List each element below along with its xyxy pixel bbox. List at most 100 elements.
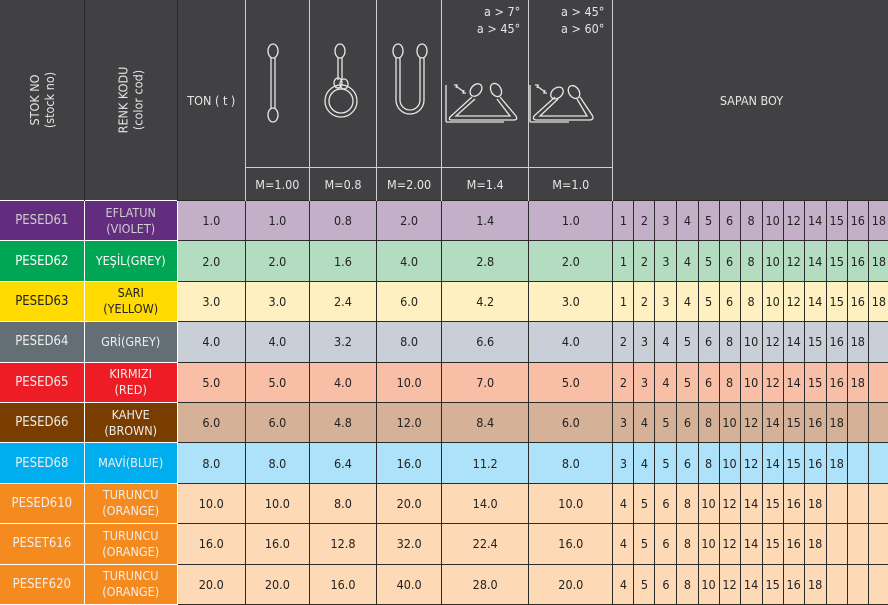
length-value [867,482,888,525]
length-value: 4 [612,523,635,565]
length-value: 15 [761,563,784,605]
color-name-en: (ORANGE) [102,503,160,519]
header-icon-cell [376,0,443,168]
length-value: 12 [718,563,741,605]
length-value: 12 [739,442,763,484]
length-value: 4 [654,361,678,403]
color-name: SARI (YELLOW) [83,280,178,323]
length-value: 18 [867,280,888,323]
length-value: 16 [846,280,869,323]
load-value: 4.0 [376,240,443,282]
length-value: 3 [612,401,635,444]
table-row: PESED65 KIRMIZI (RED) 5.0 5.0 4.0 10.0 7.0 5.0 2 3… [0,361,888,403]
header-icon-cell: a > 7° a > 45° [441,0,530,168]
stock-no-en-label: (stock no) [41,71,57,129]
length-value [846,523,869,565]
load-value: 20.0 [244,563,310,605]
length-value [825,482,848,525]
load-value: 16.0 [308,563,378,605]
length-value: 6 [654,523,678,565]
length-value: 15 [761,482,784,525]
load-value: 8.0 [376,321,443,363]
table-row: PESED64 GRİ(GREY) 4.0 4.0 3.2 8.0 6.6 4.0 2 3 4 5 6 8… [0,321,888,363]
length-value: 4 [676,199,699,242]
stock-code: PESED61 [0,199,85,242]
length-value: 5 [633,482,656,525]
length-value [867,563,888,605]
load-value: 8.0 [308,482,378,525]
length-value: 5 [697,280,720,323]
length-value [846,563,869,605]
length-value: 6 [718,280,741,323]
length-value: 15 [825,199,848,242]
ton-value: 4.0 [176,321,246,363]
ton-value: 6.0 [176,401,246,444]
ton-value: 5.0 [176,361,246,403]
load-value: 2.0 [528,240,614,282]
length-value: 8 [676,523,699,565]
length-value: 8 [718,361,741,403]
load-value: 32.0 [376,523,443,565]
length-value: 16 [782,523,805,565]
length-value: 14 [803,199,827,242]
length-value: 8 [739,240,763,282]
color-name-en: (BROWN) [104,422,158,438]
length-value: 6 [654,482,678,525]
mode-factor: M=1.4 [441,167,530,201]
load-value: 2.0 [244,240,310,282]
u-basket-sling-icon [392,43,428,115]
length-value: 5 [654,442,678,484]
color-name-tr: SARI [117,285,144,301]
length-value: 14 [739,482,763,525]
color-name-tr: TURUNCU [102,568,159,584]
length-value: 12 [761,361,784,403]
length-value: 16 [825,361,848,403]
header-icon-cell [244,0,310,168]
length-value: 8 [739,280,763,323]
length-value: 10 [739,321,763,363]
table-row: PESED68 MAVİ(BLUE) 8.0 8.0 6.4 16.0 11.2 8.0 3 4 5… [0,442,888,484]
ton-value: 3.0 [176,280,246,323]
straight-sling-icon [267,43,279,123]
color-name-tr: EFLATUN [105,204,156,220]
load-value: 16.0 [244,523,310,565]
load-value: 40.0 [376,563,443,605]
length-value: 5 [697,240,720,282]
length-value: 16 [846,199,869,242]
ton-value: 20.0 [176,563,246,605]
load-value: 5.0 [244,361,310,403]
load-value: 1.0 [528,199,614,242]
length-value: 2 [633,280,656,323]
length-value: 12 [782,240,805,282]
length-value: 8 [676,482,699,525]
length-value: 4 [676,280,699,323]
stock-code: PESED65 [0,361,85,403]
length-value: 6 [654,563,678,605]
load-value: 2.0 [376,199,443,242]
load-value: 0.8 [308,199,378,242]
color-name: YEŞİL(GREY) [83,240,178,282]
length-value: 4 [633,401,656,444]
stock-code: PESEF620 [0,563,85,605]
length-value: 4 [612,563,635,605]
load-value: 4.0 [308,361,378,403]
load-value: 6.6 [441,321,530,363]
length-value: 6 [697,321,720,363]
table-row: PESED66 KAHVE (BROWN) 6.0 6.0 4.8 12.0 8.4 6.0 3 4… [0,401,888,444]
length-value: 6 [676,442,699,484]
length-value: 8 [697,442,720,484]
load-value: 4.8 [308,401,378,444]
stock-code: PESED610 [0,482,85,525]
length-value: 16 [825,321,848,363]
length-value: 8 [676,563,699,605]
ton-value: 16.0 [176,523,246,565]
color-name-en: (YELLOW) [103,301,159,317]
stock-no-label: STOK NO [26,74,42,126]
length-value: 4 [676,240,699,282]
length-value: 18 [803,482,827,525]
length-value: 12 [782,280,805,323]
length-value [867,321,888,363]
length-value: 8 [739,199,763,242]
mode-factor: M=1.0 [528,167,614,201]
